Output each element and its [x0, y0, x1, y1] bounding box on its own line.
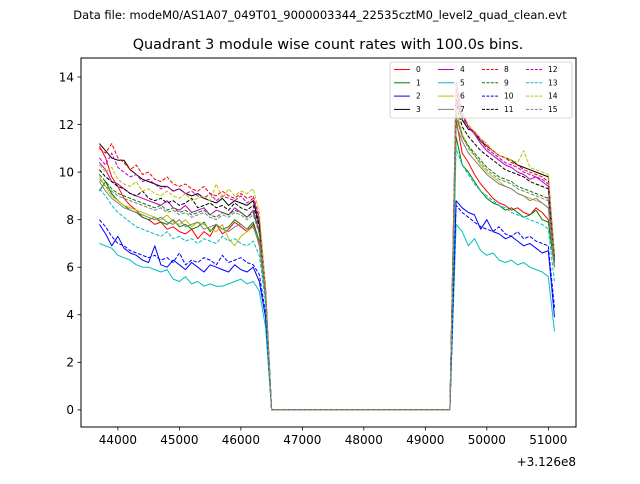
plot-area	[81, 58, 576, 427]
chart-title: Quadrant 3 module wise count rates with …	[133, 37, 524, 53]
series-line-10	[99, 204, 555, 411]
series-line-7	[98, 124, 555, 411]
x-tick-label-50000: 50000	[468, 433, 506, 447]
legend-label-13: 13	[548, 78, 558, 87]
x-axis: 44000 45000 46000 47000 48000 49000 50000 51000	[99, 427, 567, 447]
legend-label-7: 7	[460, 105, 465, 114]
y-tick-label-10: 10	[59, 165, 74, 179]
x-offset-label: +3.126e8	[517, 455, 576, 469]
legend-label-9: 9	[504, 78, 509, 87]
series-line-8	[99, 90, 555, 411]
series-layer	[98, 81, 555, 411]
axes-frame	[80, 57, 577, 428]
y-tick-label-4: 4	[66, 308, 74, 322]
series-line-4	[99, 81, 555, 411]
chart-suptitle: Data file: modeM0/AS1A07_049T01_90000033…	[73, 8, 567, 22]
legend-label-3: 3	[416, 105, 421, 114]
x-tick-label-46000: 46000	[222, 433, 260, 447]
legend-label-5: 5	[460, 78, 465, 87]
series-line-15	[99, 116, 555, 411]
legend-label-12: 12	[548, 65, 558, 74]
y-tick-label-0: 0	[66, 403, 74, 417]
legend-label-0: 0	[416, 65, 421, 74]
legend-label-2: 2	[416, 92, 421, 101]
series-line-13	[99, 147, 555, 411]
series-line-12	[99, 88, 555, 411]
series-line-5	[99, 223, 555, 411]
legend-label-10: 10	[504, 92, 514, 101]
legend-label-11: 11	[504, 105, 514, 114]
series-line-11	[99, 102, 555, 411]
x-tick-label-47000: 47000	[283, 433, 321, 447]
series-line-14	[99, 83, 555, 411]
legend-label-14: 14	[548, 92, 558, 101]
y-tick-label-6: 6	[66, 261, 74, 275]
y-tick-label-2: 2	[66, 356, 74, 370]
legend-label-4: 4	[460, 65, 465, 74]
x-tick-label-44000: 44000	[99, 433, 137, 447]
x-tick-label-48000: 48000	[345, 433, 383, 447]
y-tick-label-8: 8	[66, 213, 74, 227]
legend-label-6: 6	[460, 92, 465, 101]
y-axis: 0 2 4 6 8 10 12 14	[59, 70, 81, 417]
series-line-2	[98, 200, 555, 411]
x-tick-label-45000: 45000	[160, 433, 198, 447]
x-tick-label-49000: 49000	[406, 433, 444, 447]
y-tick-label-14: 14	[59, 70, 74, 84]
legend-label-1: 1	[416, 78, 421, 87]
legend-label-15: 15	[548, 105, 558, 114]
legend-box	[389, 61, 573, 119]
x-tick-label-51000: 51000	[529, 433, 567, 447]
legend-label-8: 8	[504, 65, 509, 74]
y-tick-label-12: 12	[59, 118, 74, 132]
series-line-9	[99, 114, 555, 411]
